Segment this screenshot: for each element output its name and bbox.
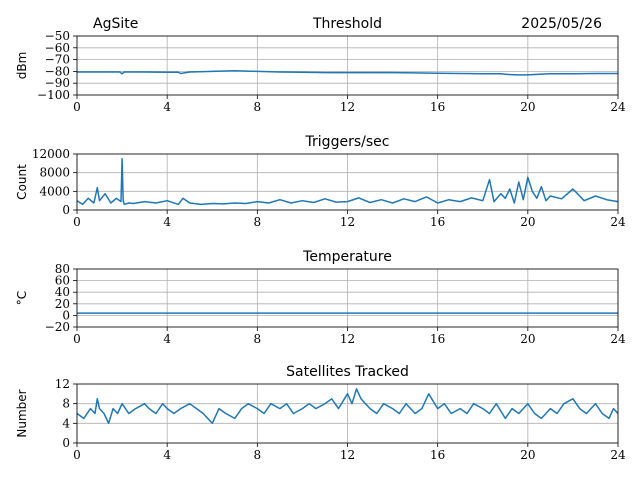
x-tick-label: 12 [340,215,355,229]
y-tick-label: 12 [55,377,70,391]
x-tick-label: 24 [610,448,626,462]
chart-panel-2: 0 4 8 12 16 20 24 0 4000 8000 12000 Triggers/sec Cou… [15,134,626,229]
x-tick-label: 16 [430,448,445,462]
x-tick-label: 8 [254,332,262,346]
x-tick-label: 4 [163,332,171,346]
y-tick-label: −20 [45,320,70,334]
y-tick-label: 12000 [32,147,70,161]
y-tick-label: 40 [55,285,70,299]
y-tick-label: 8 [62,397,70,411]
y-tick-label: −100 [37,88,70,102]
chart-panel-1: 0 4 8 12 16 20 24 −50−60−70−80−90−100 Threshold d… [15,16,626,114]
x-tick-label: 4 [163,100,171,114]
series-line [77,70,618,76]
y-axis-label: dBm [15,52,29,80]
y-axis-label: °C [15,291,29,305]
x-tick-label: 16 [430,100,445,114]
y-tick-label: −90 [45,76,70,90]
x-tick-label: 24 [610,215,626,229]
x-tick-label: 4 [163,448,171,462]
x-tick-label: 8 [254,100,262,114]
y-axis-label: Count [15,164,29,200]
x-tick-label: 20 [520,100,535,114]
x-tick-label: 24 [610,100,626,114]
y-tick-label: −80 [45,64,70,78]
x-tick-label: 24 [610,332,626,346]
y-tick-label: 0 [62,308,70,322]
plot-frame [76,35,619,96]
chart-panel-4: 0 4 8 12 16 20 24 0 4 8 12 Satellites Tracked Number [15,364,626,462]
x-tick-label: 4 [163,215,171,229]
y-tick-label: 20 [55,297,70,311]
y-tick-label: 4000 [39,184,70,198]
x-tick-label: 0 [73,100,81,114]
series-line [76,388,619,425]
chart-title: Satellites Tracked [286,364,409,380]
plot-frame [76,268,619,328]
x-tick-label: 20 [520,332,535,346]
chart-title: Triggers/sec [305,134,390,150]
date-label: 2025/05/26 [521,16,602,32]
y-tick-label: 0 [62,203,70,217]
x-tick-label: 16 [430,215,445,229]
y-tick-label: 80 [55,262,70,276]
plot-frame [76,153,619,211]
x-tick-label: 12 [340,448,355,462]
x-tick-label: 8 [254,448,262,462]
series-line [76,157,619,206]
x-tick-label: 8 [254,215,262,229]
x-tick-label: 12 [340,332,355,346]
y-tick-label: 60 [55,274,70,288]
x-tick-label: 12 [340,100,355,114]
y-tick-label: −70 [45,53,70,67]
site-name-label: AgSite [93,16,138,32]
x-tick-label: 16 [430,332,445,346]
y-axis-label: Number [15,389,29,437]
x-tick-label: 0 [73,215,81,229]
y-tick-label: −50 [45,29,70,43]
x-tick-label: 20 [520,448,535,462]
x-tick-label: 0 [73,448,81,462]
x-tick-label: 0 [73,332,81,346]
chart-title: Threshold [312,16,382,32]
chart-title: Temperature [302,249,392,265]
y-tick-label: 4 [62,416,70,430]
y-tick-label: 0 [62,436,70,450]
y-tick-label: −60 [45,41,70,55]
x-tick-label: 20 [520,215,535,229]
y-tick-label: 8000 [39,166,70,180]
plot-frame [76,383,619,444]
